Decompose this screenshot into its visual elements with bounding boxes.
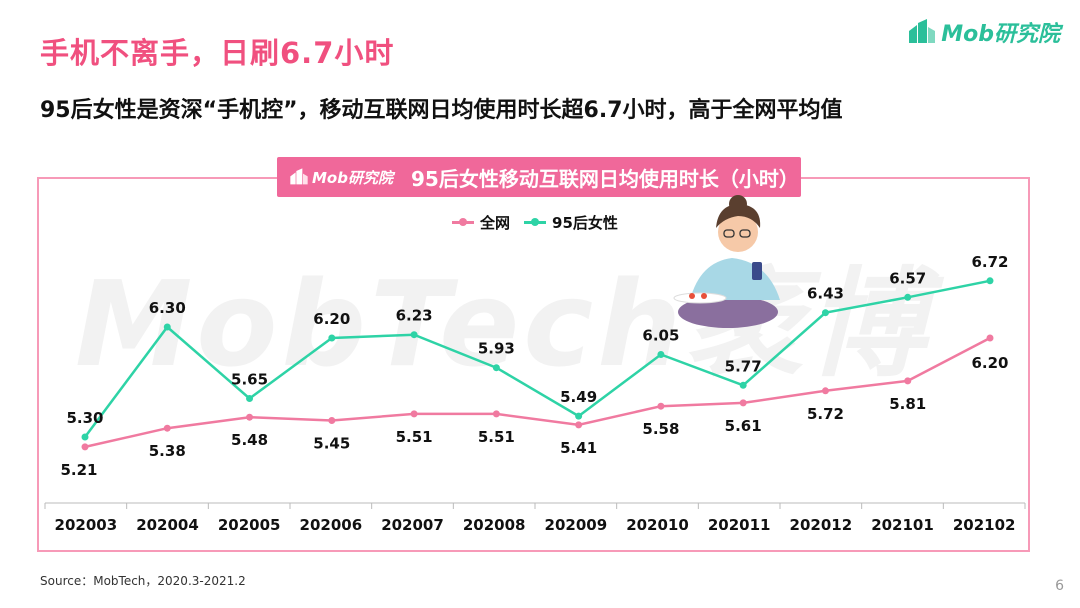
x-tick-label: 202012 [790, 516, 853, 534]
legend-item-95: 95后女性 [524, 212, 618, 233]
data-point-all [904, 377, 912, 385]
woman-with-phone-illustration [673, 195, 780, 328]
page-subtitle: 95后女性是资深“手机控”，移动互联网日均使用时长超6.7小时，高于全网平均值 [40, 98, 843, 123]
data-label-95: 5.93 [478, 340, 515, 358]
data-label-95: 6.23 [396, 307, 433, 325]
data-point-all [410, 410, 418, 418]
data-point-95 [246, 395, 254, 402]
x-tick-label: 202007 [381, 516, 444, 534]
data-point-all [986, 334, 994, 342]
data-label-all: 5.48 [231, 431, 268, 449]
data-label-95: 5.77 [725, 357, 762, 375]
x-tick-label: 202011 [708, 516, 771, 534]
data-label-all: 5.72 [807, 405, 844, 423]
data-label-95: 5.49 [560, 388, 597, 406]
data-label-all: 5.38 [149, 442, 186, 460]
data-point-all [657, 402, 665, 410]
data-label-95: 5.65 [231, 371, 268, 389]
data-point-all [81, 443, 89, 451]
x-tick-label: 202004 [136, 516, 199, 534]
series-line-95 [83, 279, 991, 438]
data-point-95 [575, 412, 583, 420]
data-label-all: 5.51 [396, 428, 433, 446]
data-point-95 [739, 381, 747, 389]
chart-header-logo: Mob研究院 [289, 167, 393, 188]
legend-label-95: 95后女性 [552, 214, 618, 232]
data-label-all: 5.58 [642, 420, 679, 438]
legend-swatch-95 [524, 218, 547, 226]
data-point-all [821, 387, 829, 395]
x-tick-label: 202009 [545, 516, 608, 534]
data-label-all: 6.20 [971, 354, 1008, 372]
data-label-all: 5.51 [478, 428, 515, 446]
data-point-95 [328, 334, 336, 342]
page-title: 手机不离手，日刷6.7小时 [40, 36, 395, 70]
chart-title: 95后女性移动互联网日均使用时长（小时） [410, 166, 799, 191]
building-icon [290, 168, 308, 185]
data-point-all [328, 417, 336, 424]
chart-header: Mob研究院 95后女性移动互联网日均使用时长（小时） [277, 157, 801, 197]
data-label-95: 6.30 [149, 299, 186, 317]
data-point-all [575, 421, 583, 429]
data-label-all: 5.45 [313, 435, 350, 453]
data-label-95: 6.20 [313, 310, 350, 328]
x-tick-label: 202006 [300, 516, 363, 534]
x-tick-label: 202005 [218, 516, 281, 534]
chart-legend: 全网 95后女性 [452, 212, 632, 233]
data-point-95 [410, 331, 418, 339]
data-label-all: 5.41 [560, 439, 597, 457]
data-label-95: 6.72 [971, 253, 1008, 271]
data-point-all [163, 424, 171, 432]
legend-swatch-all [452, 218, 474, 226]
data-point-95 [81, 433, 89, 441]
page-number: 6 [1055, 578, 1064, 594]
data-point-95 [492, 364, 500, 372]
data-point-all [739, 399, 747, 407]
source-note: Source：MobTech，2020.3-2021.2 [40, 574, 246, 588]
data-point-95 [904, 293, 912, 301]
x-tick-label: 202003 [55, 516, 118, 534]
data-label-95: 6.57 [889, 269, 926, 287]
series-line-all [84, 336, 991, 449]
data-point-all [492, 410, 500, 418]
legend-item-all: 全网 [452, 212, 510, 233]
data-label-all: 5.21 [60, 461, 97, 479]
x-tick-label: 202008 [463, 516, 526, 534]
x-tick-label: 202101 [871, 516, 934, 534]
data-label-95: 6.43 [807, 285, 844, 303]
brand-logo: Mob研究院 [907, 16, 1060, 48]
data-label-95: 5.30 [66, 409, 103, 427]
data-point-95 [821, 309, 829, 317]
data-point-95 [986, 277, 994, 285]
data-label-all: 5.81 [889, 395, 926, 413]
data-label-all: 5.61 [725, 417, 762, 435]
chart-header-logo-text: Mob研究院 [312, 168, 393, 187]
x-tick-label: 202010 [626, 516, 689, 534]
building-icon [909, 19, 936, 43]
data-point-95 [657, 351, 665, 358]
data-point-all [246, 413, 254, 421]
data-point-95 [163, 323, 171, 331]
logo-text: Mob研究院 [941, 22, 1060, 47]
x-tick-label: 202102 [953, 516, 1016, 534]
legend-label-all: 全网 [480, 214, 511, 232]
data-label-95: 6.05 [642, 327, 679, 345]
